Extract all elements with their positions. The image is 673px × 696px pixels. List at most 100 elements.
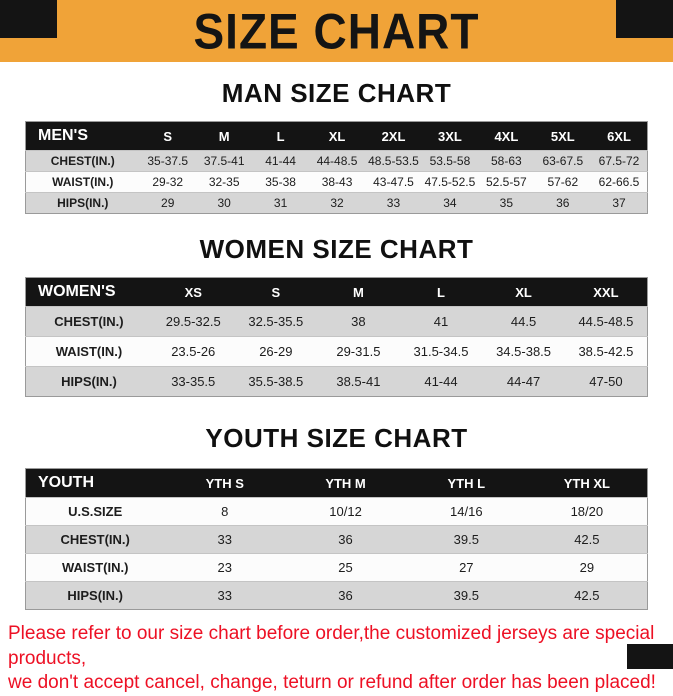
size-value: 33: [365, 192, 422, 214]
size-value: 41-44: [399, 366, 483, 397]
column-header: S: [139, 121, 196, 151]
corner-block-top-left: [0, 0, 57, 38]
column-header: 6XL: [591, 121, 648, 151]
table-row: CHEST(IN.) 33 36 39.5 42.5: [25, 525, 648, 554]
size-value: 23.5-26: [151, 336, 235, 367]
column-header: YTH S: [164, 468, 286, 498]
column-header: XXL: [564, 277, 648, 307]
size-value: 36: [285, 581, 406, 610]
size-value: 34.5-38.5: [482, 336, 565, 367]
table-row: CHEST(IN.) 29.5-32.5 32.5-35.5 38 41 44.5 44.5…: [25, 306, 648, 337]
table-title-cell: YOUTH: [25, 468, 165, 498]
column-header: M: [195, 121, 253, 151]
table-title-cell: WOMEN'S: [25, 277, 152, 307]
youth-size-table: YOUTH YTH S YTH M YTH L YTH XL U.S.SIZE 8 10/12…: [25, 468, 648, 610]
size-value: 8: [164, 497, 286, 526]
size-value: 35: [478, 192, 535, 214]
column-header: XL: [308, 121, 366, 151]
notice-line-2: we don't accept cancel, change, teturn o…: [8, 672, 656, 694]
row-label: HIPS(IN.): [25, 581, 165, 610]
size-value: 67.5-72: [591, 150, 648, 172]
size-value: 29: [139, 192, 196, 214]
size-value: 29-31.5: [317, 336, 400, 367]
section-heading-youth: YOUTH SIZE CHART: [205, 423, 468, 453]
row-label: HIPS(IN.): [25, 366, 152, 397]
size-value: 53.5-58: [421, 150, 479, 172]
size-value: 44-48.5: [308, 150, 366, 172]
size-value: 57-62: [534, 171, 592, 193]
size-value: 34: [421, 192, 479, 214]
size-value: 38.5-41: [317, 366, 400, 397]
table-row: CHEST(IN.) 35-37.5 37.5-41 41-44 44-48.5 48.5…: [25, 150, 648, 172]
size-value: 58-63: [478, 150, 535, 172]
section-women: WOMEN SIZE CHART WOMEN'S XS S M L XL XXL CHEST(…: [0, 234, 673, 397]
size-value: 10/12: [285, 497, 406, 526]
size-value: 52.5-57: [478, 171, 535, 193]
row-label: CHEST(IN.): [25, 525, 165, 554]
size-value: 44.5-48.5: [564, 306, 648, 337]
table-row: HIPS(IN.) 33 36 39.5 42.5: [25, 581, 648, 610]
size-value: 29: [526, 553, 648, 582]
section-man: MAN SIZE CHART MEN'S S M L XL 2XL 3XL 4XL 5XL 6XL…: [0, 78, 673, 214]
section-youth: YOUTH SIZE CHART YOUTH YTH S YTH M YTH L YTH…: [0, 423, 673, 610]
size-value: 39.5: [405, 525, 527, 554]
size-value: 36: [534, 192, 592, 214]
table-row: HIPS(IN.) 29 30 31 32 33 34 35 36 37: [25, 192, 648, 214]
notice-line-1: Please refer to our size chart before or…: [8, 623, 655, 669]
size-value: 36: [285, 525, 406, 554]
size-value: 63-67.5: [534, 150, 592, 172]
size-value: 18/20: [526, 497, 648, 526]
size-value: 42.5: [526, 581, 648, 610]
column-header: XS: [151, 277, 235, 307]
size-value: 27: [405, 553, 527, 582]
size-value: 43-47.5: [365, 171, 422, 193]
row-label: CHEST(IN.): [25, 306, 152, 337]
size-value: 29-32: [139, 171, 196, 193]
row-label: WAIST(IN.): [25, 171, 140, 193]
size-value: 30: [195, 192, 253, 214]
column-header: YTH L: [405, 468, 527, 498]
size-value: 32.5-35.5: [234, 306, 318, 337]
size-value: 31: [252, 192, 309, 214]
size-value: 32: [308, 192, 366, 214]
table-header-row: MEN'S S M L XL 2XL 3XL 4XL 5XL 6XL: [25, 121, 648, 151]
size-value: 35.5-38.5: [234, 366, 318, 397]
table-title-cell: MEN'S: [25, 121, 140, 151]
column-header: L: [252, 121, 309, 151]
size-value: 33: [164, 581, 286, 610]
size-value: 32-35: [195, 171, 253, 193]
table-header-row: YOUTH YTH S YTH M YTH L YTH XL: [25, 468, 648, 498]
column-header: 3XL: [421, 121, 479, 151]
size-value: 38-43: [308, 171, 366, 193]
size-value: 35-38: [252, 171, 309, 193]
corner-block-bottom-right: [627, 644, 673, 669]
size-value: 25: [285, 553, 406, 582]
size-value: 23: [164, 553, 286, 582]
table-row: WAIST(IN.) 23.5-26 26-29 29-31.5 31.5-34.5 34…: [25, 336, 648, 367]
table-header-row: WOMEN'S XS S M L XL XXL: [25, 277, 648, 307]
size-value: 41-44: [252, 150, 309, 172]
size-value: 31.5-34.5: [399, 336, 483, 367]
banner: SIZE CHART: [0, 0, 673, 62]
section-heading-man: MAN SIZE CHART: [221, 78, 452, 108]
size-value: 38.5-42.5: [564, 336, 648, 367]
column-header: YTH M: [285, 468, 406, 498]
size-value: 39.5: [405, 581, 527, 610]
row-label: CHEST(IN.): [25, 150, 140, 172]
size-value: 44-47: [482, 366, 565, 397]
size-value: 48.5-53.5: [365, 150, 422, 172]
footer-notice: Please refer to our size chart before or…: [8, 622, 665, 696]
column-header: L: [399, 277, 483, 307]
size-value: 33: [164, 525, 286, 554]
size-value: 37: [591, 192, 648, 214]
size-value: 26-29: [234, 336, 318, 367]
column-header: 2XL: [365, 121, 422, 151]
size-value: 35-37.5: [139, 150, 196, 172]
corner-block-top-right: [616, 0, 673, 38]
column-header: M: [317, 277, 400, 307]
man-size-table: MEN'S S M L XL 2XL 3XL 4XL 5XL 6XL CHEST(IN.) 35-37…: [25, 121, 648, 214]
row-label: U.S.SIZE: [25, 497, 165, 526]
size-value: 62-66.5: [591, 171, 648, 193]
table-row: WAIST(IN.) 23 25 27 29: [25, 553, 648, 582]
column-header: 5XL: [534, 121, 592, 151]
